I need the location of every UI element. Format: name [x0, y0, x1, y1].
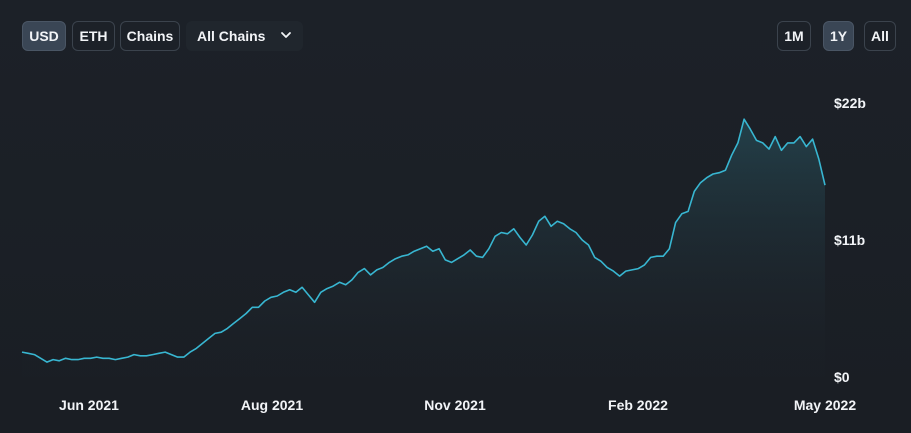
range-1y-button[interactable]: 1Y	[823, 21, 854, 51]
x-tick-label: Feb 2022	[608, 397, 668, 413]
range-1m-button[interactable]: 1M	[777, 21, 811, 51]
chains-button[interactable]: Chains	[120, 21, 180, 51]
chart-series-line	[21, 118, 826, 363]
x-tick-label: Nov 2021	[424, 397, 486, 413]
x-tick-label: Aug 2021	[241, 397, 303, 413]
chain-select[interactable]: All Chains	[186, 21, 303, 51]
currency-eth-button[interactable]: ETH	[72, 21, 115, 51]
chevron-down-icon	[281, 32, 291, 38]
range-all-button[interactable]: All	[864, 21, 896, 51]
x-tick-label: May 2022	[794, 397, 856, 413]
currency-usd-button[interactable]: USD	[22, 21, 66, 51]
chain-select-value: All Chains	[197, 28, 266, 44]
y-tick-label: $11b	[834, 232, 865, 248]
y-tick-label: $22b	[834, 95, 866, 111]
x-tick-label: Jun 2021	[59, 397, 119, 413]
y-tick-label: $0	[834, 369, 850, 385]
